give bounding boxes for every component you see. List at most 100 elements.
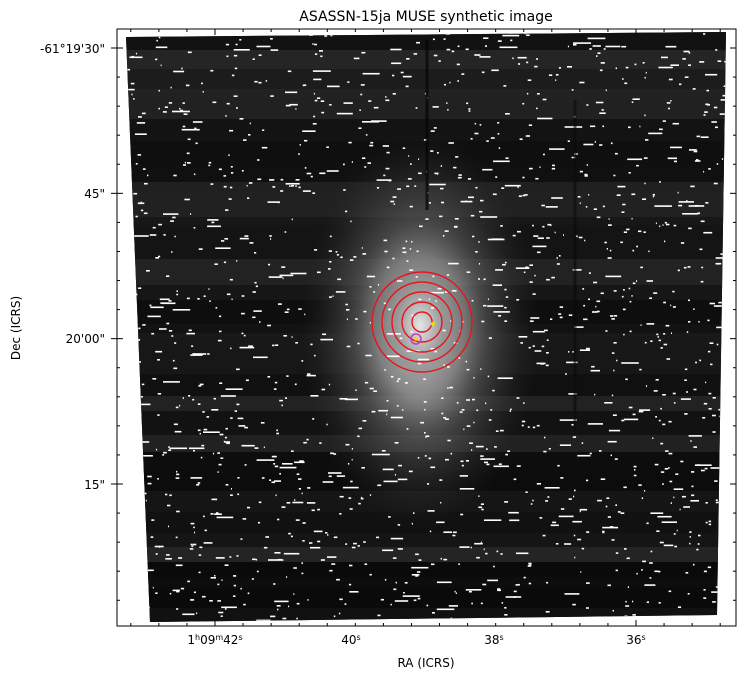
speckle — [198, 554, 202, 556]
speckle — [400, 71, 404, 74]
speckle — [683, 266, 687, 269]
speckle — [382, 549, 394, 552]
speckle — [304, 167, 307, 169]
speckle — [363, 310, 367, 313]
speckle — [182, 397, 184, 399]
speckle — [546, 339, 549, 341]
speckle — [225, 427, 228, 430]
speckle — [190, 543, 193, 546]
speckle — [292, 501, 304, 504]
speckle — [532, 293, 536, 295]
speckle — [532, 426, 536, 429]
speckle — [319, 442, 322, 444]
speckle — [575, 235, 578, 238]
speckle — [633, 474, 637, 477]
speckle — [242, 518, 247, 520]
speckle — [162, 111, 167, 113]
speckle — [325, 532, 328, 534]
speckle — [160, 64, 162, 67]
speckle — [265, 536, 269, 538]
speckle — [385, 96, 387, 98]
speckle — [542, 225, 545, 228]
speckle — [271, 455, 277, 458]
speckle — [326, 423, 328, 426]
speckle — [298, 488, 301, 490]
speckle — [217, 339, 222, 342]
speckle — [631, 217, 633, 220]
scan-band — [126, 50, 726, 69]
speckle — [219, 433, 224, 436]
speckle — [650, 340, 653, 342]
speckle — [395, 581, 397, 584]
speckle — [233, 575, 237, 577]
speckle — [217, 471, 219, 473]
speckle — [661, 56, 668, 59]
speckle — [695, 361, 697, 364]
tick-marks — [111, 29, 736, 626]
speckle — [234, 67, 238, 70]
speckle — [135, 163, 138, 165]
speckle — [428, 298, 430, 300]
speckle — [312, 70, 331, 72]
speckle — [433, 54, 438, 57]
speckle — [524, 194, 528, 196]
speckle — [175, 536, 178, 539]
speckle — [448, 262, 459, 265]
speckle — [715, 499, 718, 501]
speckle — [307, 487, 311, 489]
speckle — [135, 215, 138, 218]
speckle — [230, 172, 234, 174]
speckle — [186, 297, 190, 300]
speckle — [392, 74, 395, 77]
speckle — [249, 122, 251, 125]
speckle — [694, 464, 712, 466]
speckle — [218, 463, 222, 466]
speckle — [522, 102, 525, 105]
speckle — [456, 63, 460, 66]
speckle — [708, 523, 712, 526]
speckle — [229, 278, 233, 281]
speckle — [386, 413, 388, 416]
speckle — [252, 316, 256, 319]
speckle — [172, 110, 190, 113]
speckle — [219, 330, 222, 333]
speckle — [687, 593, 690, 595]
speckle — [504, 501, 509, 503]
speckle — [699, 61, 705, 63]
speckle — [466, 102, 469, 105]
speckle — [643, 231, 646, 233]
speckle — [155, 58, 158, 61]
speckle — [168, 525, 169, 528]
speckle — [383, 480, 398, 483]
speckle — [289, 185, 291, 187]
speckle — [715, 262, 722, 265]
speckle — [223, 440, 225, 443]
speckle — [290, 272, 307, 275]
speckle — [286, 308, 290, 311]
scan-band — [126, 69, 726, 89]
speckle — [284, 311, 289, 313]
speckle — [461, 464, 464, 467]
speckle — [145, 499, 147, 502]
speckle — [405, 240, 408, 243]
speckle — [442, 235, 445, 237]
speckle — [593, 281, 598, 284]
speckle — [339, 513, 342, 515]
speckle — [271, 481, 275, 484]
speckle — [202, 411, 205, 413]
speckle — [426, 291, 444, 294]
speckle — [625, 378, 628, 381]
speckle — [655, 379, 659, 381]
speckle — [158, 223, 162, 226]
speckle — [281, 506, 286, 508]
speckle — [236, 260, 238, 262]
speckle — [165, 493, 168, 496]
speckle — [321, 111, 325, 114]
speckle — [446, 102, 448, 104]
speckle — [497, 588, 501, 590]
speckle — [204, 529, 207, 532]
speckle — [537, 251, 541, 254]
speckle — [579, 349, 590, 351]
speckle — [644, 490, 646, 492]
speckle — [480, 458, 495, 460]
